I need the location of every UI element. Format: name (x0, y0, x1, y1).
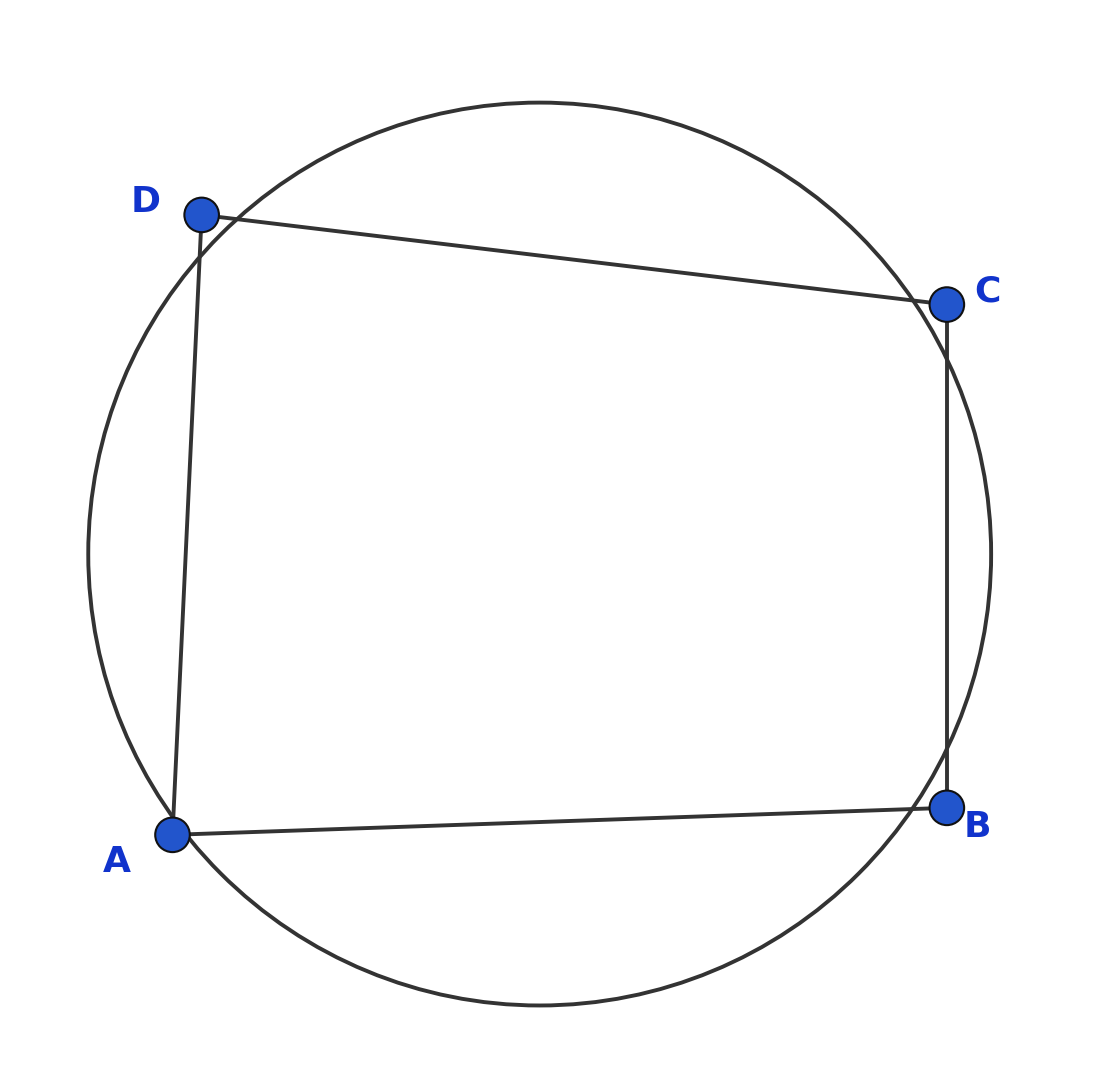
Circle shape (155, 818, 189, 852)
Circle shape (184, 198, 219, 232)
Text: D: D (131, 185, 161, 219)
Text: B: B (963, 810, 991, 845)
Circle shape (929, 791, 964, 825)
Text: C: C (974, 274, 1001, 309)
Text: A: A (102, 845, 130, 879)
Circle shape (929, 287, 964, 322)
